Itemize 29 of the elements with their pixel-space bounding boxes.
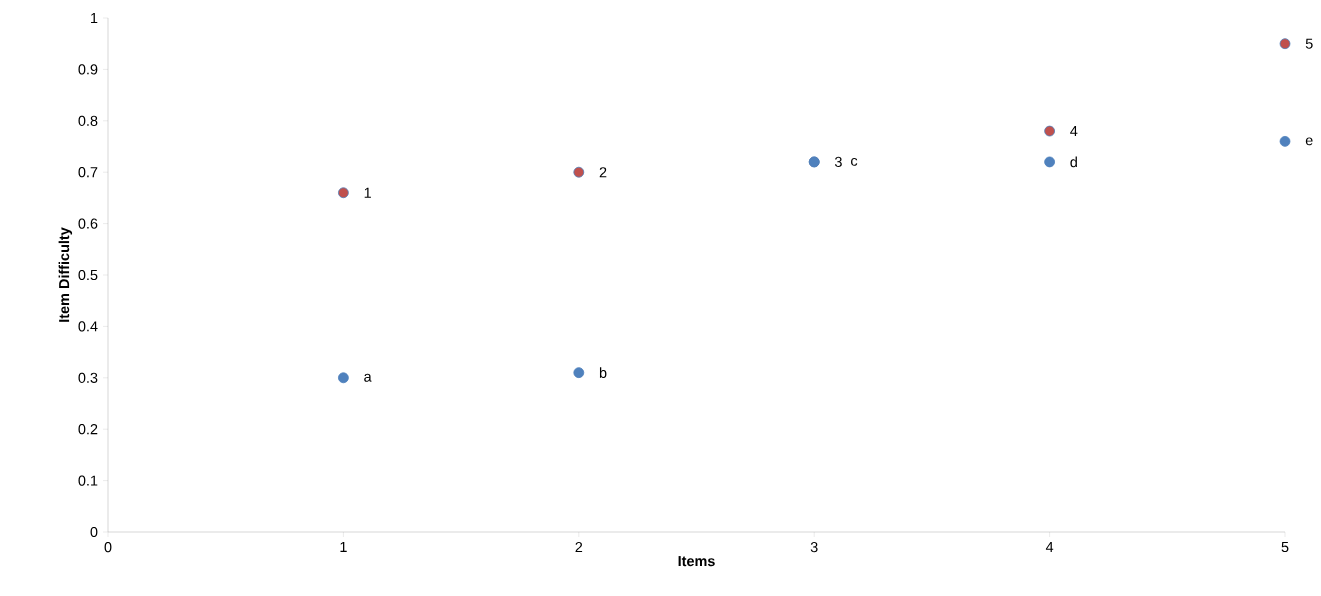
annotation: 5: [1305, 38, 1313, 49]
y-tick-label: 0: [90, 526, 98, 538]
annotation: 3: [834, 156, 842, 168]
y-tick-label: 0.9: [78, 64, 98, 75]
annotation: e: [1305, 137, 1313, 146]
y-tick-label: 0.4: [78, 321, 98, 332]
y-tick-label: 0.2: [78, 424, 98, 435]
annotation: b: [599, 367, 607, 378]
y-tick-label: 0.7: [78, 167, 98, 178]
annotation: 4: [1070, 126, 1078, 137]
y-axis-title: Item Difficulty: [58, 227, 73, 322]
x-tick-label: 4: [1045, 542, 1054, 552]
y-tick-label: 0.1: [78, 475, 98, 486]
y-tick-label: 0.3: [78, 372, 98, 383]
y-tick-label: 0.8: [78, 115, 98, 126]
annotation: a: [364, 373, 372, 382]
annotation: c: [851, 157, 858, 166]
y-tick-label: 0.5: [78, 269, 98, 281]
y-tick-label: 0.6: [78, 218, 98, 229]
x-tick-label: 1: [340, 542, 347, 552]
annotation: d: [1070, 156, 1077, 168]
y-tick-label: 1: [91, 13, 98, 23]
x-axis-title: Items: [678, 556, 715, 567]
x-tick-label: 5: [1281, 542, 1289, 553]
x-tick-label: 3: [810, 542, 818, 553]
annotation: 2: [599, 167, 607, 178]
annotation: 1: [364, 187, 371, 198]
x-tick-label: 2: [575, 542, 583, 553]
x-tick-label: 0: [104, 542, 112, 553]
